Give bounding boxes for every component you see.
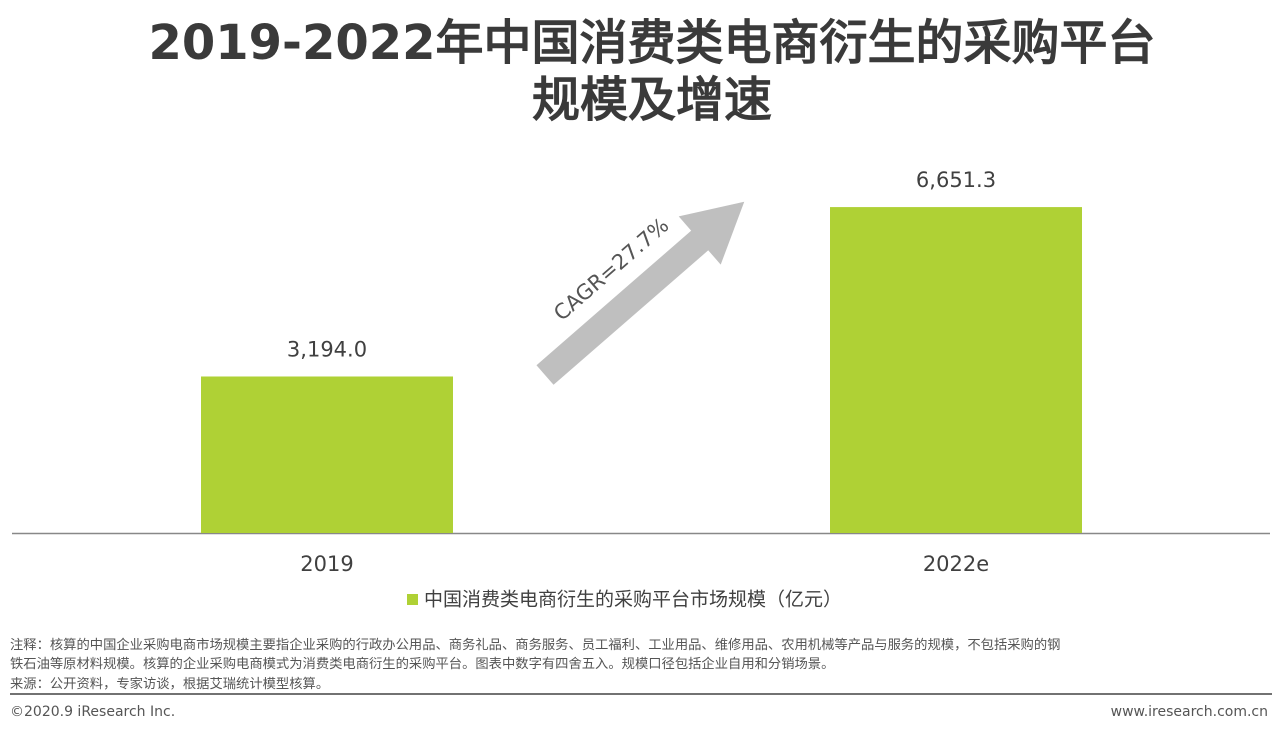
x-tick-label: 2019 [300, 552, 353, 576]
legend-label: 中国消费类电商衍生的采购平台市场规模（亿元） [424, 589, 842, 611]
chart-title: 规模及增速 [532, 72, 772, 128]
data-label: 3,194.0 [287, 337, 367, 361]
website: www.iresearch.com.cn [1111, 704, 1268, 720]
x-tick-label: 2022e [923, 552, 989, 576]
copyright: ©2020.9 iResearch Inc. [10, 704, 175, 720]
cagr-arrow [536, 201, 745, 385]
chart-title: 2019-2022年中国消费类电商衍生的采购平台 [148, 15, 1155, 71]
legend-swatch [407, 594, 418, 605]
data-label: 6,651.3 [916, 168, 996, 192]
bar [201, 376, 453, 533]
bar [830, 207, 1082, 533]
source: 来源：公开资料，专家访谈，根据艾瑞统计模型核算。 [10, 675, 329, 692]
note: 铁石油等原材料规模。核算的企业采购电商模式为消费类电商衍生的采购平台。图表中数字… [10, 655, 834, 672]
note: 注释：核算的中国企业采购电商市场规模主要指企业采购的行政办公用品、商务礼品、商务… [10, 636, 1060, 653]
